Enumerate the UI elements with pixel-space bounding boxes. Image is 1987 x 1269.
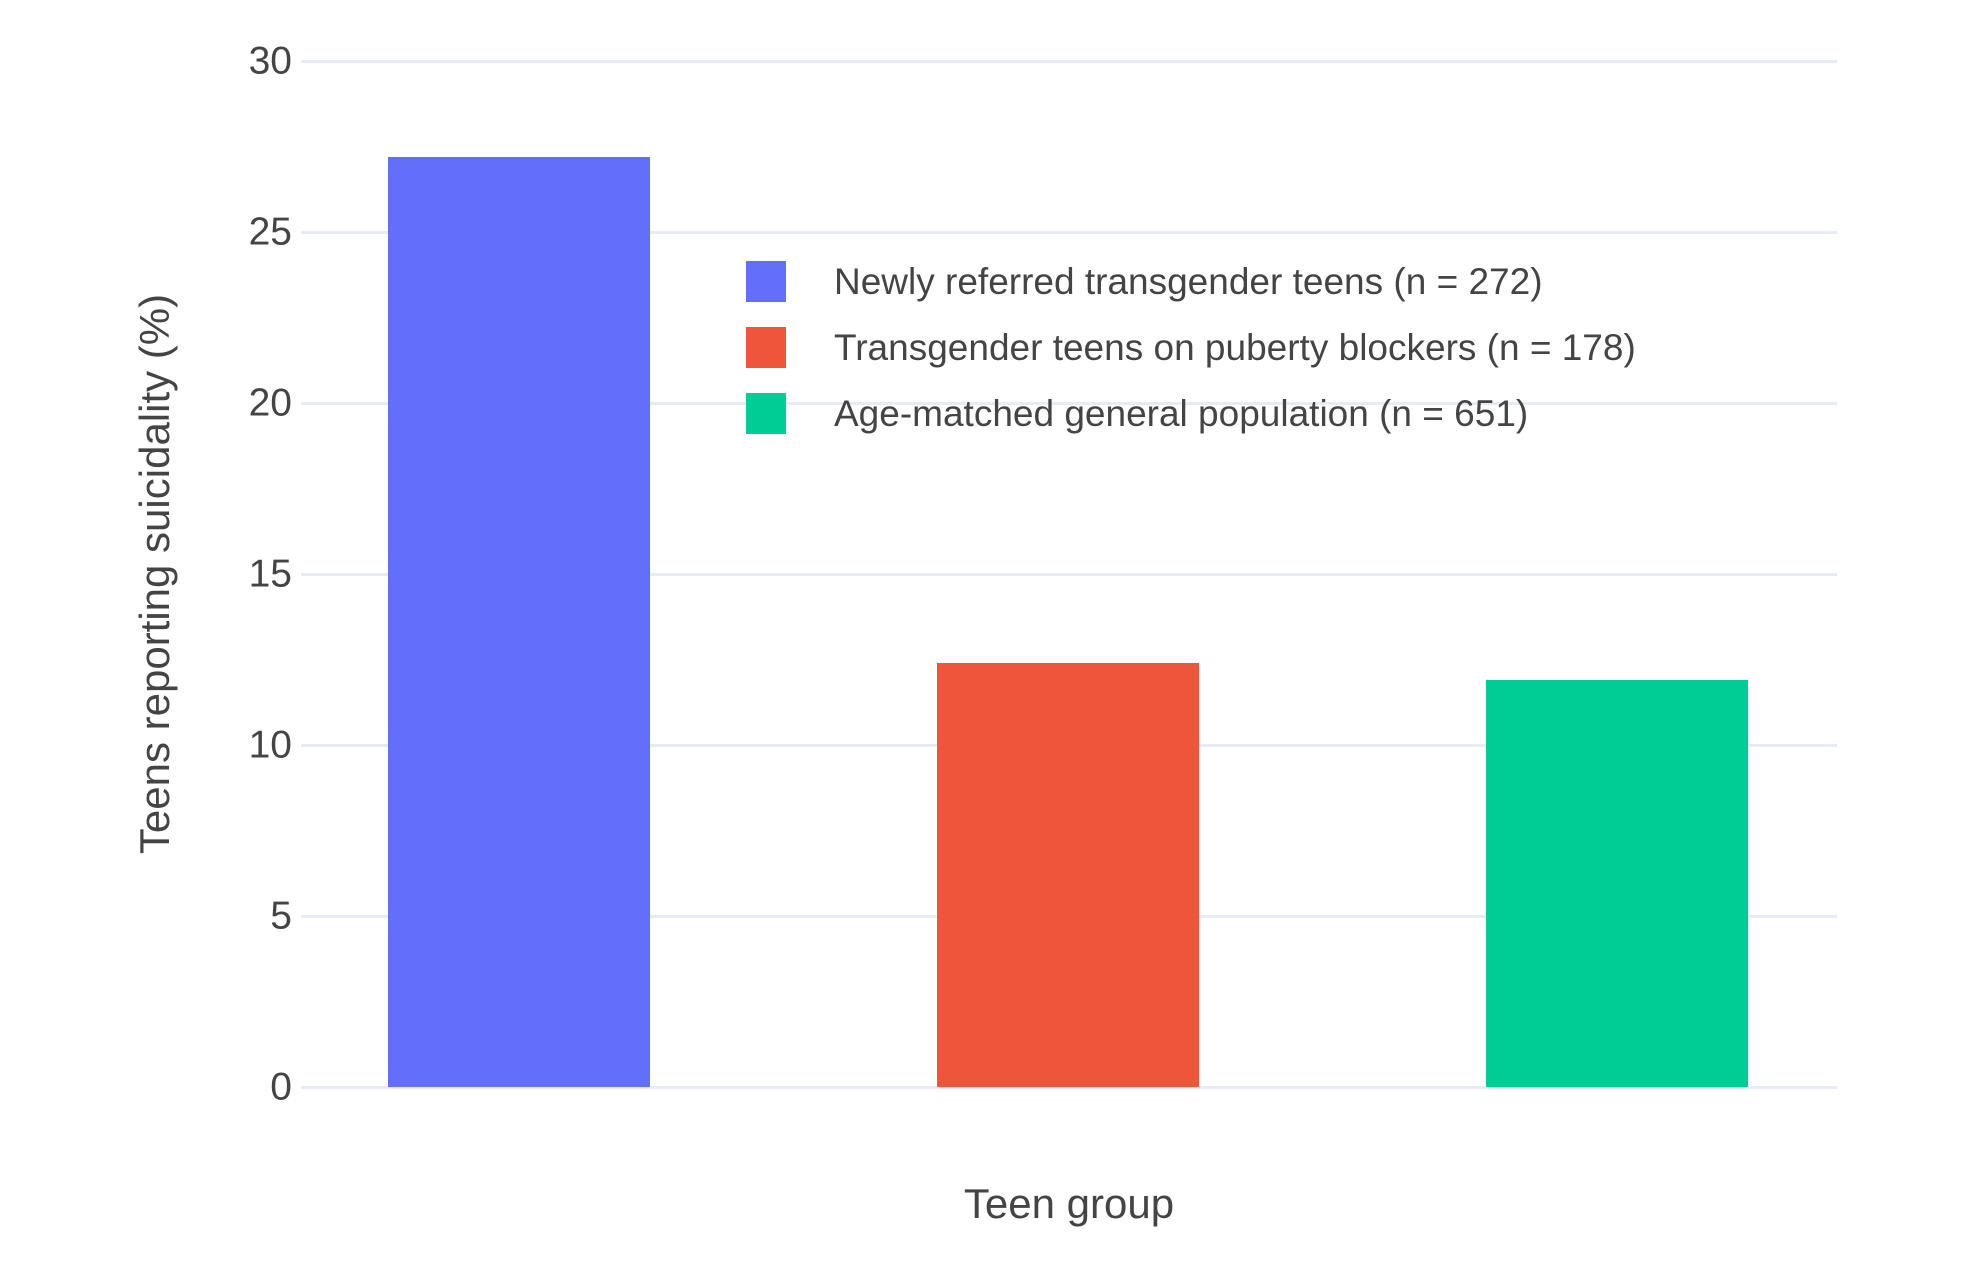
bar-2[interactable]	[936, 662, 1199, 1087]
y-tick-label-5: 5	[270, 894, 292, 938]
gridline-30	[301, 59, 1837, 63]
y-tick-label-20: 20	[248, 381, 292, 425]
legend-item-3[interactable]: Age-matched general population (n = 651)	[746, 393, 1636, 434]
bar-3[interactable]	[1486, 680, 1749, 1087]
gridline-0	[301, 1085, 1837, 1089]
y-tick-label-0: 0	[270, 1065, 292, 1109]
bar-1[interactable]	[387, 156, 650, 1087]
x-axis-title: Teen group	[963, 1180, 1175, 1227]
plot-area: 0 5 10 15 20 25 30	[249, 42, 1837, 1107]
legend-item-2[interactable]: Transgender teens on puberty blockers (n…	[746, 327, 1636, 368]
y-tick-label-15: 15	[248, 552, 292, 596]
legend-label: Transgender teens on puberty blockers (n…	[834, 327, 1636, 368]
legend-label: Newly referred transgender teens (n = 27…	[834, 261, 1543, 302]
gridline-15	[301, 572, 1837, 576]
legend: Newly referred transgender teens (n = 27…	[746, 261, 1636, 434]
legend-swatch-icon	[746, 261, 786, 302]
legend-label: Age-matched general population (n = 651)	[834, 393, 1529, 434]
legend-swatch-icon	[746, 393, 786, 434]
y-tick-label-25: 25	[248, 210, 292, 254]
legend-item-1[interactable]: Newly referred transgender teens (n = 27…	[746, 261, 1636, 302]
y-axis-title: Teens reporting suicidality (%)	[131, 293, 178, 855]
y-tick-label-30: 30	[248, 39, 292, 83]
legend-swatch-icon	[746, 327, 786, 368]
y-tick-label-10: 10	[248, 723, 292, 767]
gridline-25	[301, 230, 1837, 234]
gridline-20	[301, 401, 1837, 405]
